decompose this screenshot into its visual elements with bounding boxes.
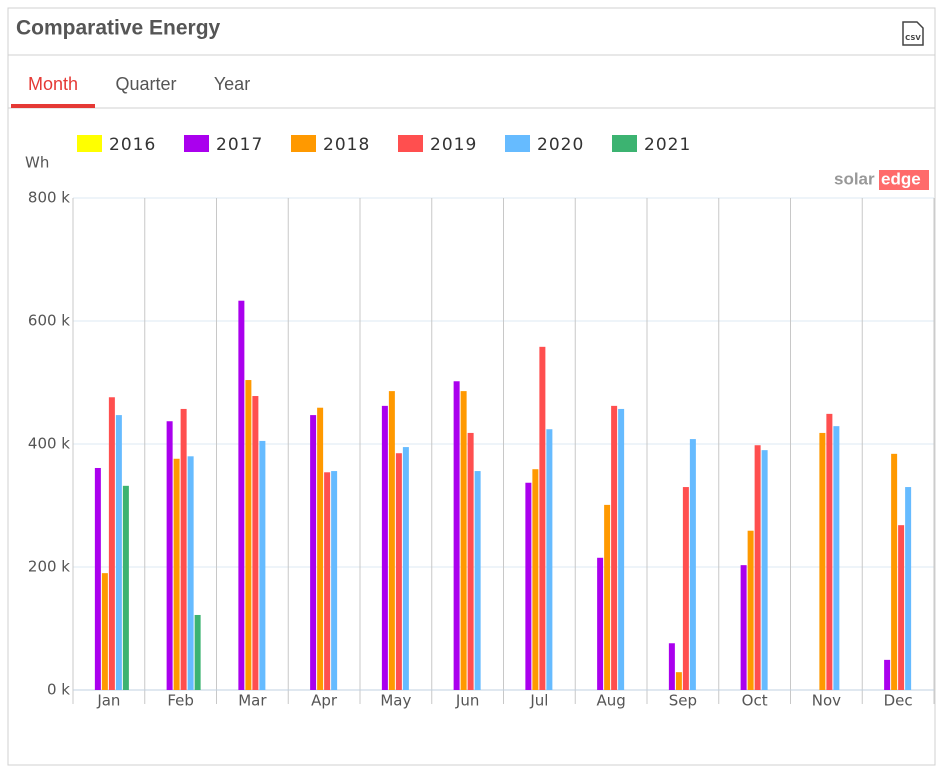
bar xyxy=(525,482,532,690)
bar xyxy=(891,453,898,690)
y-tick-label: 200 k xyxy=(28,558,70,576)
x-tick-label: Aug xyxy=(596,692,625,710)
bar xyxy=(173,458,180,690)
widget-title: Comparative Energy xyxy=(16,17,221,40)
y-tick-label: 800 k xyxy=(28,189,70,207)
bar xyxy=(324,472,331,690)
csv-label[interactable]: CSV xyxy=(905,34,921,42)
bar xyxy=(460,391,467,690)
bar xyxy=(245,380,252,690)
legend-swatch xyxy=(77,135,102,152)
bar xyxy=(166,421,173,690)
tab[interactable]: Month xyxy=(28,74,78,94)
bar xyxy=(467,432,474,690)
bar xyxy=(252,396,259,690)
bar xyxy=(453,381,460,690)
y-tick-label: 600 k xyxy=(28,312,70,330)
x-tick-label: May xyxy=(380,692,411,710)
bar xyxy=(898,525,905,690)
bar xyxy=(122,485,129,690)
bar xyxy=(747,530,754,690)
bar xyxy=(761,450,768,690)
bar xyxy=(194,614,201,690)
bar xyxy=(108,397,115,690)
legend-label: 2016 xyxy=(109,135,156,155)
bar xyxy=(604,504,611,690)
bar xyxy=(754,445,761,690)
x-tick-label: Apr xyxy=(311,692,338,710)
x-tick-label: Nov xyxy=(812,692,841,710)
bar xyxy=(539,346,546,690)
bar xyxy=(597,557,604,690)
bar xyxy=(532,469,539,690)
legend-swatch xyxy=(184,135,209,152)
bar xyxy=(310,415,317,690)
logo-text: edge xyxy=(881,169,921,188)
x-tick-label: Mar xyxy=(238,692,267,710)
bar xyxy=(668,643,675,690)
legend-swatch xyxy=(505,135,530,152)
bar xyxy=(317,407,324,690)
active-tab-underline xyxy=(11,104,95,108)
bar xyxy=(611,405,618,690)
bar xyxy=(884,659,891,690)
bar xyxy=(101,573,108,690)
logo-text: solar xyxy=(834,169,875,188)
legend-label: 2017 xyxy=(216,135,263,155)
bar xyxy=(259,440,266,690)
bar xyxy=(675,672,682,690)
legend-label: 2018 xyxy=(323,135,370,155)
x-tick-label: Jul xyxy=(529,692,548,710)
bar xyxy=(740,565,747,690)
bar xyxy=(689,439,696,690)
logo-box xyxy=(879,170,929,190)
legend-label: 2019 xyxy=(430,135,477,155)
bar xyxy=(682,487,689,690)
csv-button[interactable]: CSV xyxy=(902,21,924,46)
x-tick-label: Jun xyxy=(455,692,479,710)
y-axis-label: Wh xyxy=(25,154,49,172)
bar xyxy=(905,487,912,690)
legend-label: 2021 xyxy=(644,135,691,155)
bar xyxy=(826,413,833,690)
tab[interactable]: Year xyxy=(214,74,250,94)
bar xyxy=(331,471,338,690)
x-tick-label: Sep xyxy=(669,692,697,710)
bar xyxy=(94,467,101,690)
logo: solar edge xyxy=(834,169,929,190)
bar xyxy=(395,453,402,690)
legend-swatch xyxy=(612,135,637,152)
legend-label: 2020 xyxy=(537,135,584,155)
bar xyxy=(187,456,194,690)
bar xyxy=(381,405,388,690)
bar xyxy=(115,415,122,690)
bar xyxy=(833,426,840,690)
x-tick-label: Oct xyxy=(742,692,768,710)
bar xyxy=(546,429,553,690)
y-tick-label: 400 k xyxy=(28,435,70,453)
csv-icon[interactable] xyxy=(902,21,924,46)
y-tick-label: 0 k xyxy=(47,681,70,699)
bar xyxy=(180,408,187,690)
x-tick-label: Jan xyxy=(96,692,120,710)
legend-swatch xyxy=(291,135,316,152)
legend-swatch xyxy=(398,135,423,152)
bar xyxy=(618,408,625,690)
x-tick-label: Dec xyxy=(884,692,913,710)
bar xyxy=(388,391,395,690)
bar xyxy=(238,300,245,690)
bar xyxy=(402,447,409,690)
tab[interactable]: Quarter xyxy=(115,74,176,94)
x-tick-label: Feb xyxy=(167,692,194,710)
bar xyxy=(474,471,481,690)
bar xyxy=(819,432,826,690)
